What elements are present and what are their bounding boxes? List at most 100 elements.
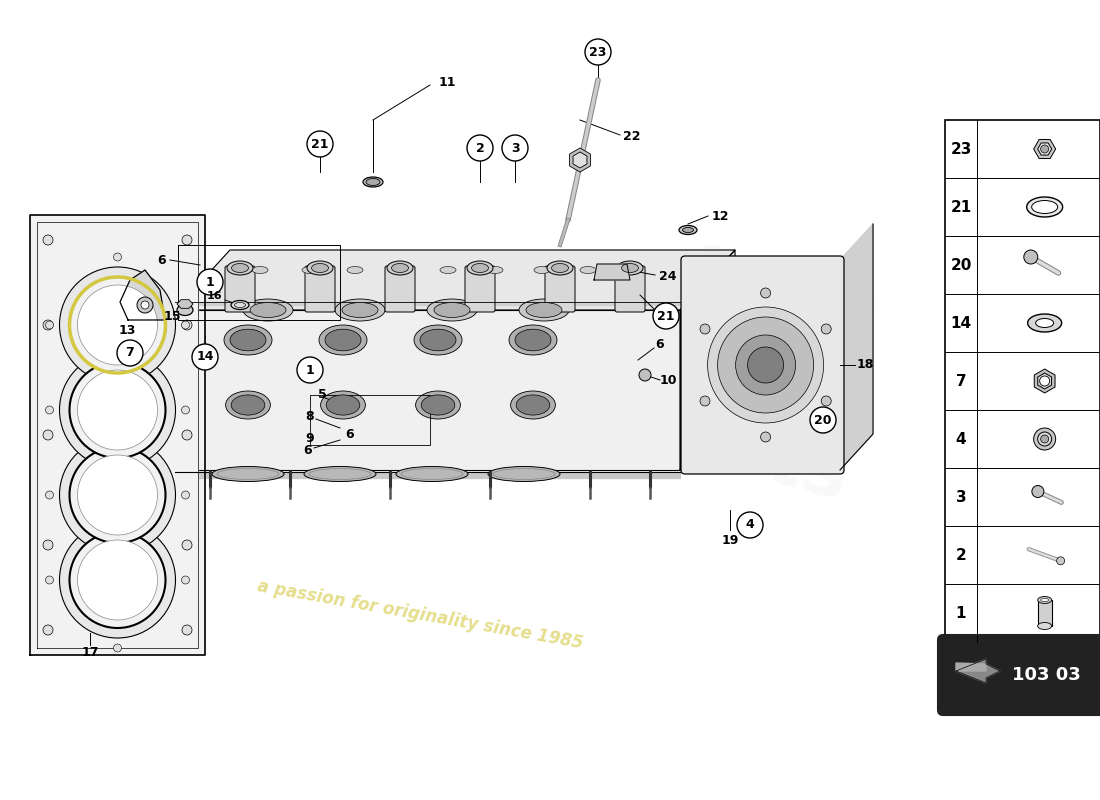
Text: 7: 7 — [956, 374, 966, 389]
Text: 23: 23 — [950, 142, 971, 157]
Text: 6: 6 — [345, 429, 354, 442]
Polygon shape — [956, 663, 986, 671]
Text: 5: 5 — [318, 389, 327, 402]
Circle shape — [1024, 250, 1037, 264]
Ellipse shape — [311, 263, 329, 273]
Ellipse shape — [547, 261, 573, 275]
Circle shape — [1057, 557, 1065, 565]
Polygon shape — [1037, 373, 1052, 389]
Circle shape — [59, 522, 176, 638]
Ellipse shape — [394, 266, 410, 274]
Circle shape — [822, 324, 832, 334]
Circle shape — [822, 396, 832, 406]
Ellipse shape — [396, 466, 468, 482]
Text: 8: 8 — [306, 410, 315, 423]
Ellipse shape — [230, 330, 266, 350]
Polygon shape — [175, 310, 680, 470]
Ellipse shape — [679, 226, 697, 234]
Circle shape — [69, 447, 165, 543]
Ellipse shape — [387, 261, 412, 275]
Circle shape — [45, 491, 54, 499]
Circle shape — [736, 335, 795, 395]
Circle shape — [700, 324, 710, 334]
Ellipse shape — [1036, 318, 1054, 327]
Text: 3: 3 — [510, 142, 519, 154]
Text: 2: 2 — [956, 547, 967, 562]
Ellipse shape — [420, 330, 456, 350]
Circle shape — [700, 396, 710, 406]
Circle shape — [77, 540, 157, 620]
Ellipse shape — [468, 261, 493, 275]
Ellipse shape — [487, 266, 503, 274]
Ellipse shape — [1037, 597, 1052, 603]
Text: 22: 22 — [624, 130, 640, 143]
Ellipse shape — [1026, 197, 1063, 217]
Ellipse shape — [342, 302, 378, 318]
Ellipse shape — [304, 466, 376, 482]
Ellipse shape — [231, 395, 265, 415]
Ellipse shape — [177, 305, 192, 315]
Circle shape — [45, 406, 54, 414]
Ellipse shape — [327, 395, 360, 415]
Circle shape — [59, 437, 176, 553]
Circle shape — [1040, 376, 1049, 386]
Circle shape — [182, 235, 192, 245]
Text: 2: 2 — [475, 142, 484, 154]
FancyBboxPatch shape — [938, 635, 1100, 715]
Ellipse shape — [414, 325, 462, 355]
Polygon shape — [175, 250, 735, 310]
Circle shape — [43, 430, 53, 440]
Ellipse shape — [1037, 622, 1052, 630]
Circle shape — [707, 307, 824, 423]
Text: 12: 12 — [712, 210, 728, 222]
Circle shape — [77, 455, 157, 535]
Polygon shape — [1037, 143, 1052, 155]
Circle shape — [77, 285, 157, 365]
Circle shape — [113, 423, 121, 431]
Circle shape — [69, 362, 165, 458]
Polygon shape — [175, 472, 680, 478]
Ellipse shape — [434, 302, 470, 318]
Ellipse shape — [510, 391, 556, 419]
FancyBboxPatch shape — [305, 266, 336, 312]
Text: 3: 3 — [956, 490, 966, 505]
Circle shape — [1034, 428, 1056, 450]
Circle shape — [182, 540, 192, 550]
Text: 14: 14 — [950, 315, 971, 330]
Text: 23: 23 — [590, 46, 607, 58]
Ellipse shape — [346, 266, 363, 274]
Circle shape — [117, 340, 143, 366]
Text: 1: 1 — [956, 606, 966, 621]
Ellipse shape — [227, 261, 253, 275]
Circle shape — [113, 559, 121, 567]
Polygon shape — [1034, 139, 1056, 158]
Circle shape — [113, 338, 121, 346]
Ellipse shape — [336, 299, 385, 321]
Circle shape — [182, 320, 192, 330]
Circle shape — [585, 39, 611, 65]
Circle shape — [760, 432, 771, 442]
Text: 18: 18 — [856, 358, 873, 371]
Ellipse shape — [421, 395, 454, 415]
Text: 16: 16 — [207, 291, 223, 301]
Circle shape — [138, 297, 153, 313]
Ellipse shape — [551, 263, 569, 273]
Ellipse shape — [516, 395, 550, 415]
Ellipse shape — [363, 177, 383, 187]
Circle shape — [502, 135, 528, 161]
Circle shape — [717, 317, 814, 413]
Circle shape — [59, 267, 176, 383]
Ellipse shape — [1032, 201, 1058, 214]
Circle shape — [192, 344, 218, 370]
Circle shape — [45, 321, 54, 329]
Circle shape — [59, 352, 176, 468]
Circle shape — [737, 512, 763, 538]
Circle shape — [297, 357, 323, 383]
Ellipse shape — [212, 466, 284, 482]
Circle shape — [653, 303, 679, 329]
Ellipse shape — [427, 299, 477, 321]
Ellipse shape — [320, 391, 365, 419]
FancyBboxPatch shape — [465, 266, 495, 312]
Polygon shape — [594, 264, 630, 280]
Circle shape — [43, 320, 53, 330]
